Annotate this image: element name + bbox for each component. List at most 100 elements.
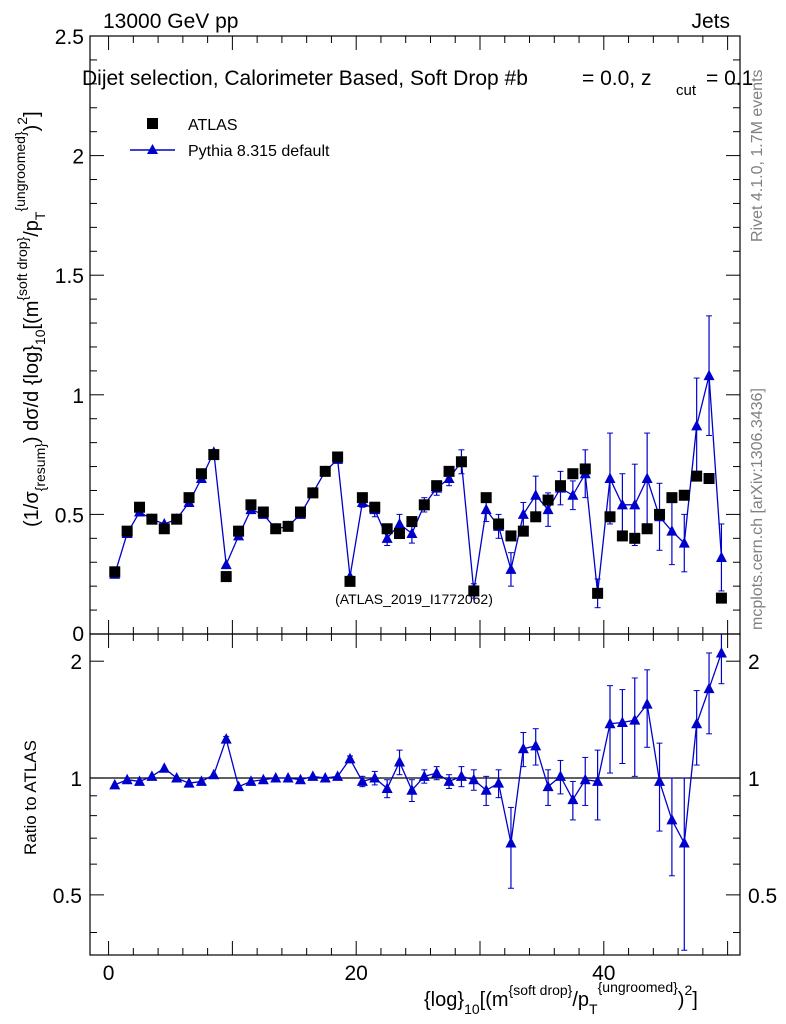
ratio-point — [629, 714, 641, 725]
ratio-point — [703, 682, 715, 694]
title-main-text: Dijet selection, Calorimeter Based, Soft… — [82, 67, 528, 90]
pythia-point — [220, 558, 232, 570]
atlas-point — [294, 506, 306, 518]
ratio-y-tick-label: 2 — [70, 651, 82, 674]
ratio-line — [114, 652, 723, 846]
x-tick-label: 0 — [103, 962, 115, 985]
ratio-point — [121, 773, 133, 785]
title-zcut-value: = 0.1 — [706, 67, 753, 90]
atlas-point — [418, 499, 430, 511]
ratio-point — [381, 782, 393, 793]
legend: ATLAS Pythia 8.315 default — [130, 117, 330, 160]
atlas-point — [592, 587, 604, 599]
pythia-point — [517, 508, 529, 519]
ratio-point — [505, 837, 517, 848]
ratio-point — [146, 770, 158, 781]
atlas-point — [493, 518, 505, 530]
ratio-point — [431, 767, 443, 778]
ratio-point — [282, 772, 294, 783]
atlas-point — [158, 523, 170, 535]
ratio-point — [158, 762, 170, 773]
x-tick-label: 40 — [592, 962, 615, 985]
ratio-point — [134, 775, 146, 786]
ratio-point — [270, 772, 282, 783]
ratio-point — [233, 780, 245, 792]
ratio-point — [715, 646, 727, 658]
main-panel-ticks: 0.5 1 1.5 2 2.5 0 — [55, 26, 740, 646]
main-y-tick-label: 1 — [72, 385, 84, 408]
atlas-point — [629, 532, 641, 544]
pythia-point — [604, 472, 616, 484]
atlas-point — [616, 530, 628, 542]
main-y-tick-label: 2.5 — [55, 26, 84, 49]
atlas-point — [394, 528, 406, 540]
pythia-point — [629, 498, 641, 510]
mcplots-source-note: mcplots.cern.ch [arXiv:1306.3436] — [749, 388, 766, 630]
header-energy-label: 13000 GeV pp — [103, 10, 238, 33]
ratio-point — [480, 784, 492, 795]
ratio-panel-frame — [89, 633, 741, 956]
ratio-panel-marks — [109, 633, 727, 951]
ratio-point — [183, 777, 195, 788]
pythia-point — [394, 517, 406, 529]
ratio-point — [517, 742, 529, 754]
ratio-point — [319, 772, 331, 783]
atlas-point — [195, 468, 207, 480]
ratio-point — [356, 775, 368, 786]
pythia-point — [691, 419, 703, 431]
main-y-tick-label: 2 — [72, 146, 84, 169]
legend-pythia-marker — [147, 144, 158, 154]
atlas-point — [233, 525, 245, 537]
pythia-point — [505, 563, 517, 574]
ratio-y-tick-label: 0.5 — [53, 885, 82, 908]
pythia-point — [480, 503, 492, 515]
atlas-point — [715, 592, 727, 604]
main-y-tick-label: 0.5 — [55, 504, 84, 527]
pythia-point — [530, 489, 542, 500]
ratio-point — [208, 768, 220, 780]
atlas-point — [554, 480, 566, 492]
ratio-point — [579, 773, 591, 785]
atlas-point — [208, 449, 220, 461]
ratio-point — [691, 717, 703, 729]
ratio-point — [616, 716, 628, 728]
atlas-point — [480, 492, 492, 504]
rivet-version-note: Rivet 4.1.0, 1.7M events — [749, 69, 766, 242]
atlas-point — [443, 465, 455, 477]
atlas-point — [530, 511, 542, 523]
atlas-point — [691, 470, 703, 482]
pythia-point — [715, 551, 727, 562]
ratio-point — [307, 770, 319, 781]
atlas-point — [319, 465, 331, 477]
atlas-point — [369, 501, 381, 513]
atlas-point — [134, 501, 146, 513]
atlas-point — [604, 511, 616, 523]
pythia-point — [641, 472, 653, 484]
ratio-point — [592, 775, 604, 786]
atlas-point — [270, 523, 282, 535]
svg-text:Dijet selection, Calorimeter B: Dijet selection, Calorimeter Based, Soft… — [82, 67, 753, 100]
ratio-point — [542, 780, 554, 792]
ratio-y-tick-label: 1 — [70, 768, 82, 791]
atlas-point — [220, 571, 232, 583]
atlas-point — [468, 585, 480, 597]
ratio-point — [666, 813, 678, 825]
ratio-point — [567, 793, 579, 805]
pythia-point — [381, 532, 393, 543]
atlas-point — [245, 499, 257, 511]
legend-atlas-label: ATLAS — [188, 117, 238, 134]
pythia-point — [406, 527, 418, 539]
analysis-watermark: (ATLAS_2019_I1772062) — [335, 591, 493, 607]
ratio-point — [195, 775, 207, 786]
ratio-point — [554, 770, 566, 781]
legend-pythia-label: Pythia 8.315 default — [188, 143, 330, 160]
atlas-point — [146, 513, 158, 525]
pythia-point — [616, 498, 628, 510]
atlas-point — [666, 492, 678, 504]
atlas-point — [455, 456, 467, 468]
ratio-point — [641, 698, 653, 709]
ratio-point — [332, 770, 344, 781]
atlas-point — [109, 566, 121, 578]
ratio-point — [220, 733, 232, 744]
atlas-point — [654, 508, 666, 520]
